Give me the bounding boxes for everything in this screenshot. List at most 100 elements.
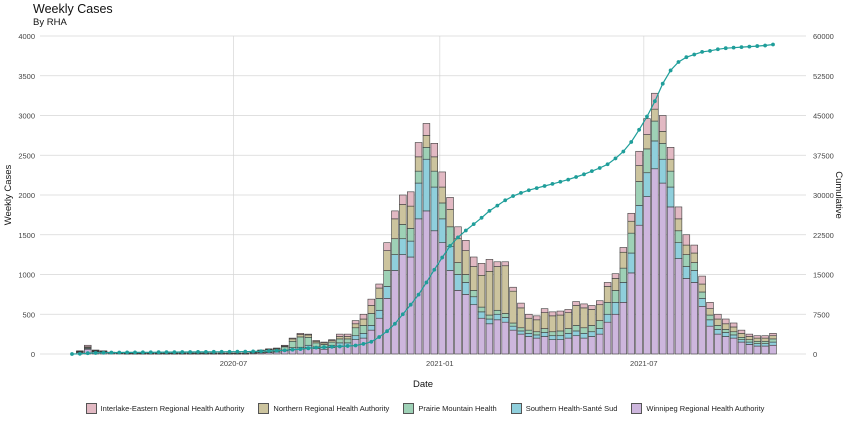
y2-axis-label: Cumulative <box>833 171 844 219</box>
bar-segment <box>714 333 722 355</box>
cumulative-point <box>432 267 437 272</box>
bar-segment <box>391 218 399 240</box>
cumulative-point <box>574 175 578 179</box>
bar-segment <box>540 332 549 337</box>
cumulative-point <box>747 44 752 49</box>
bar-segment <box>627 272 635 355</box>
cumulative-point <box>251 349 256 354</box>
bar-segment <box>470 304 478 355</box>
bar-segment <box>399 238 407 255</box>
cumulative-point <box>337 344 342 349</box>
y2-tick-label: 7500 <box>813 310 830 319</box>
bar-segment <box>761 335 769 339</box>
bar-segment <box>564 328 572 334</box>
bar-segment <box>737 341 746 355</box>
bar-segment <box>769 344 777 355</box>
bar-segment <box>422 147 431 160</box>
y2-tick-label: 22500 <box>813 231 834 240</box>
bar-segment <box>690 270 698 283</box>
cumulative-point <box>463 228 468 233</box>
bar-segment <box>690 262 698 271</box>
cumulative-point <box>715 47 720 52</box>
cumulative-point <box>203 349 208 354</box>
bar-segment <box>383 242 391 251</box>
bar-segment <box>470 290 478 298</box>
cumulative-point <box>219 349 224 354</box>
bar-segment <box>391 270 399 355</box>
cumulative-point <box>345 344 350 348</box>
cumulative-point <box>400 312 405 317</box>
bar-segment <box>643 134 651 150</box>
bar-segment <box>745 336 754 340</box>
cumulative-point <box>448 243 452 248</box>
cumulative-point <box>479 215 484 220</box>
legend-swatch <box>510 403 522 414</box>
bar-segment <box>493 261 502 267</box>
bar-segment <box>430 143 439 158</box>
cumulative-point <box>605 162 610 167</box>
bar-segment <box>682 266 691 279</box>
bar-segment <box>659 115 667 132</box>
bar-segment <box>666 158 675 172</box>
bar-segment <box>493 266 502 311</box>
bar-segment <box>596 304 604 321</box>
bar-segment <box>659 143 667 160</box>
cumulative-point <box>282 348 287 353</box>
bar-segment <box>761 343 769 347</box>
bar-segment <box>714 329 722 335</box>
cumulative-point <box>180 350 185 354</box>
bar-segment <box>769 333 777 337</box>
cumulative-point <box>377 335 382 339</box>
cumulative-point <box>188 350 193 354</box>
bar-segment <box>722 318 730 325</box>
x-tick-label: 2020-07 <box>220 359 248 368</box>
bar-segment <box>375 287 383 299</box>
bar-segment <box>501 261 509 267</box>
bar-segment <box>666 206 675 355</box>
cumulative-point <box>629 140 634 144</box>
bar-segment <box>737 339 746 343</box>
bar-segment <box>674 258 683 355</box>
bar-segment <box>540 308 549 313</box>
bar-segment <box>714 325 722 330</box>
bar-segment <box>643 172 651 197</box>
bar-segment <box>501 313 509 318</box>
bar-segment <box>525 317 533 331</box>
bar-segment <box>343 333 352 337</box>
cumulative-point <box>109 350 114 355</box>
bar-segment <box>580 333 588 339</box>
bar-segment <box>556 330 565 337</box>
y-tick-label: 1500 <box>18 231 35 240</box>
cumulative-point <box>164 350 169 355</box>
bar-segment <box>651 108 659 122</box>
bar-segment <box>714 313 722 320</box>
bar-segment <box>611 273 620 279</box>
cumulative-point <box>739 45 744 50</box>
bar-segment <box>351 320 360 325</box>
cumulative-point <box>361 342 366 346</box>
bar-segment <box>674 230 683 243</box>
bar-segment <box>359 333 368 339</box>
bar-segment <box>753 335 761 339</box>
bar-segment <box>509 329 517 355</box>
bar-segment <box>391 254 399 271</box>
bar-segment <box>383 250 391 271</box>
cumulative-point <box>542 184 547 188</box>
bar-segment <box>336 333 344 337</box>
bar-segment <box>548 339 557 355</box>
bar-segment <box>462 282 470 295</box>
bar-segment <box>674 218 683 232</box>
bar-segment <box>698 275 706 285</box>
bar-segment <box>304 333 312 336</box>
bar-segment <box>627 220 635 234</box>
bar-segment <box>328 339 336 341</box>
bar-segment <box>556 339 565 355</box>
cumulative-point <box>416 292 421 297</box>
cumulative-point <box>708 48 712 53</box>
bar-segment <box>540 312 549 329</box>
bar-segment <box>501 317 509 323</box>
y2-tick-label: 30000 <box>813 191 834 200</box>
bar-segment <box>682 278 691 355</box>
cumulative-point <box>322 345 326 350</box>
y-tick-label: 500 <box>22 310 35 319</box>
